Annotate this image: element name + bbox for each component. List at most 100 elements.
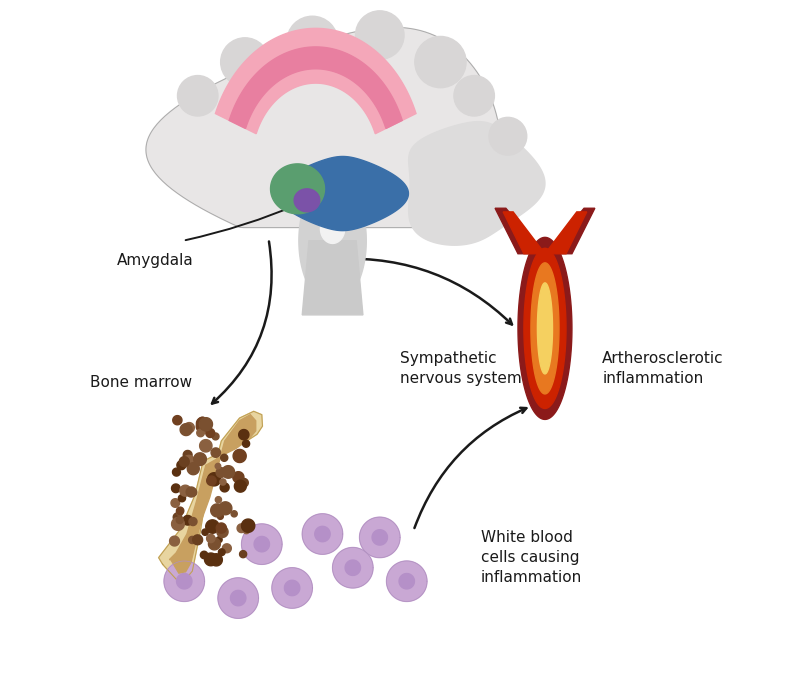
Polygon shape	[211, 448, 221, 457]
Polygon shape	[495, 209, 545, 254]
Polygon shape	[186, 487, 196, 497]
Polygon shape	[170, 536, 179, 546]
Polygon shape	[177, 507, 184, 515]
Polygon shape	[217, 526, 228, 538]
Polygon shape	[372, 529, 387, 545]
Polygon shape	[216, 537, 222, 542]
Polygon shape	[231, 510, 238, 517]
Polygon shape	[206, 520, 219, 533]
Polygon shape	[234, 480, 246, 492]
Polygon shape	[399, 573, 414, 589]
Polygon shape	[215, 28, 416, 134]
Polygon shape	[294, 189, 320, 212]
Polygon shape	[545, 209, 595, 254]
Polygon shape	[189, 517, 197, 525]
Polygon shape	[524, 248, 566, 408]
Polygon shape	[230, 47, 402, 129]
Text: Artherosclerotic
inflammation: Artherosclerotic inflammation	[602, 351, 724, 387]
Polygon shape	[199, 418, 213, 431]
Polygon shape	[215, 497, 222, 503]
Text: Sympathetic
nervous system: Sympathetic nervous system	[400, 351, 522, 387]
Polygon shape	[183, 450, 192, 459]
Polygon shape	[206, 476, 216, 485]
Polygon shape	[242, 440, 250, 447]
Polygon shape	[239, 550, 246, 558]
Polygon shape	[314, 526, 330, 542]
Polygon shape	[164, 561, 205, 601]
Polygon shape	[216, 523, 226, 533]
Polygon shape	[272, 568, 312, 608]
Circle shape	[454, 76, 494, 116]
Polygon shape	[176, 517, 183, 523]
Polygon shape	[183, 456, 194, 467]
Polygon shape	[200, 551, 208, 559]
Polygon shape	[254, 536, 270, 552]
Circle shape	[415, 37, 466, 88]
Text: Bone marrow: Bone marrow	[90, 375, 192, 390]
Polygon shape	[321, 214, 345, 244]
Polygon shape	[158, 412, 262, 580]
Polygon shape	[205, 553, 218, 566]
Circle shape	[489, 117, 526, 155]
Polygon shape	[184, 422, 194, 433]
Polygon shape	[206, 429, 214, 437]
Polygon shape	[216, 468, 226, 477]
Polygon shape	[359, 517, 400, 558]
Polygon shape	[183, 515, 193, 525]
Polygon shape	[386, 561, 427, 601]
Polygon shape	[242, 519, 254, 532]
Polygon shape	[518, 238, 572, 420]
Polygon shape	[189, 488, 197, 496]
Polygon shape	[218, 549, 225, 556]
Polygon shape	[545, 212, 586, 254]
Polygon shape	[243, 527, 250, 533]
Polygon shape	[302, 241, 363, 315]
Polygon shape	[171, 518, 184, 530]
Polygon shape	[187, 462, 199, 475]
Polygon shape	[189, 536, 196, 544]
Polygon shape	[238, 429, 249, 440]
Polygon shape	[173, 416, 182, 424]
Polygon shape	[180, 485, 191, 496]
Polygon shape	[193, 535, 202, 545]
Polygon shape	[179, 457, 190, 466]
Polygon shape	[503, 212, 545, 254]
Polygon shape	[302, 514, 342, 554]
Circle shape	[355, 11, 404, 60]
Polygon shape	[409, 122, 545, 245]
Polygon shape	[230, 590, 246, 606]
Polygon shape	[146, 27, 501, 227]
Polygon shape	[171, 484, 180, 493]
Polygon shape	[333, 548, 373, 588]
Polygon shape	[197, 418, 209, 430]
Polygon shape	[220, 483, 229, 492]
Polygon shape	[218, 578, 258, 618]
Polygon shape	[207, 473, 221, 486]
Text: White blood
cells causing
inflammation: White blood cells causing inflammation	[481, 530, 582, 585]
Polygon shape	[173, 468, 181, 476]
Text: Amygdala: Amygdala	[117, 253, 194, 269]
Polygon shape	[222, 544, 231, 552]
Polygon shape	[200, 439, 212, 452]
Circle shape	[221, 38, 270, 87]
Polygon shape	[180, 424, 192, 435]
Polygon shape	[242, 524, 282, 565]
Polygon shape	[345, 560, 361, 575]
Polygon shape	[177, 461, 186, 470]
Polygon shape	[202, 529, 208, 536]
Polygon shape	[233, 472, 244, 483]
Polygon shape	[177, 573, 192, 589]
Polygon shape	[206, 534, 215, 543]
Polygon shape	[194, 453, 206, 466]
Polygon shape	[210, 554, 222, 566]
Polygon shape	[178, 495, 186, 502]
Polygon shape	[285, 580, 300, 596]
Polygon shape	[220, 479, 226, 485]
Polygon shape	[219, 502, 232, 515]
Polygon shape	[538, 283, 553, 374]
Polygon shape	[215, 463, 221, 469]
Polygon shape	[218, 513, 223, 519]
Polygon shape	[233, 450, 246, 462]
Polygon shape	[240, 479, 248, 487]
Polygon shape	[299, 177, 366, 305]
